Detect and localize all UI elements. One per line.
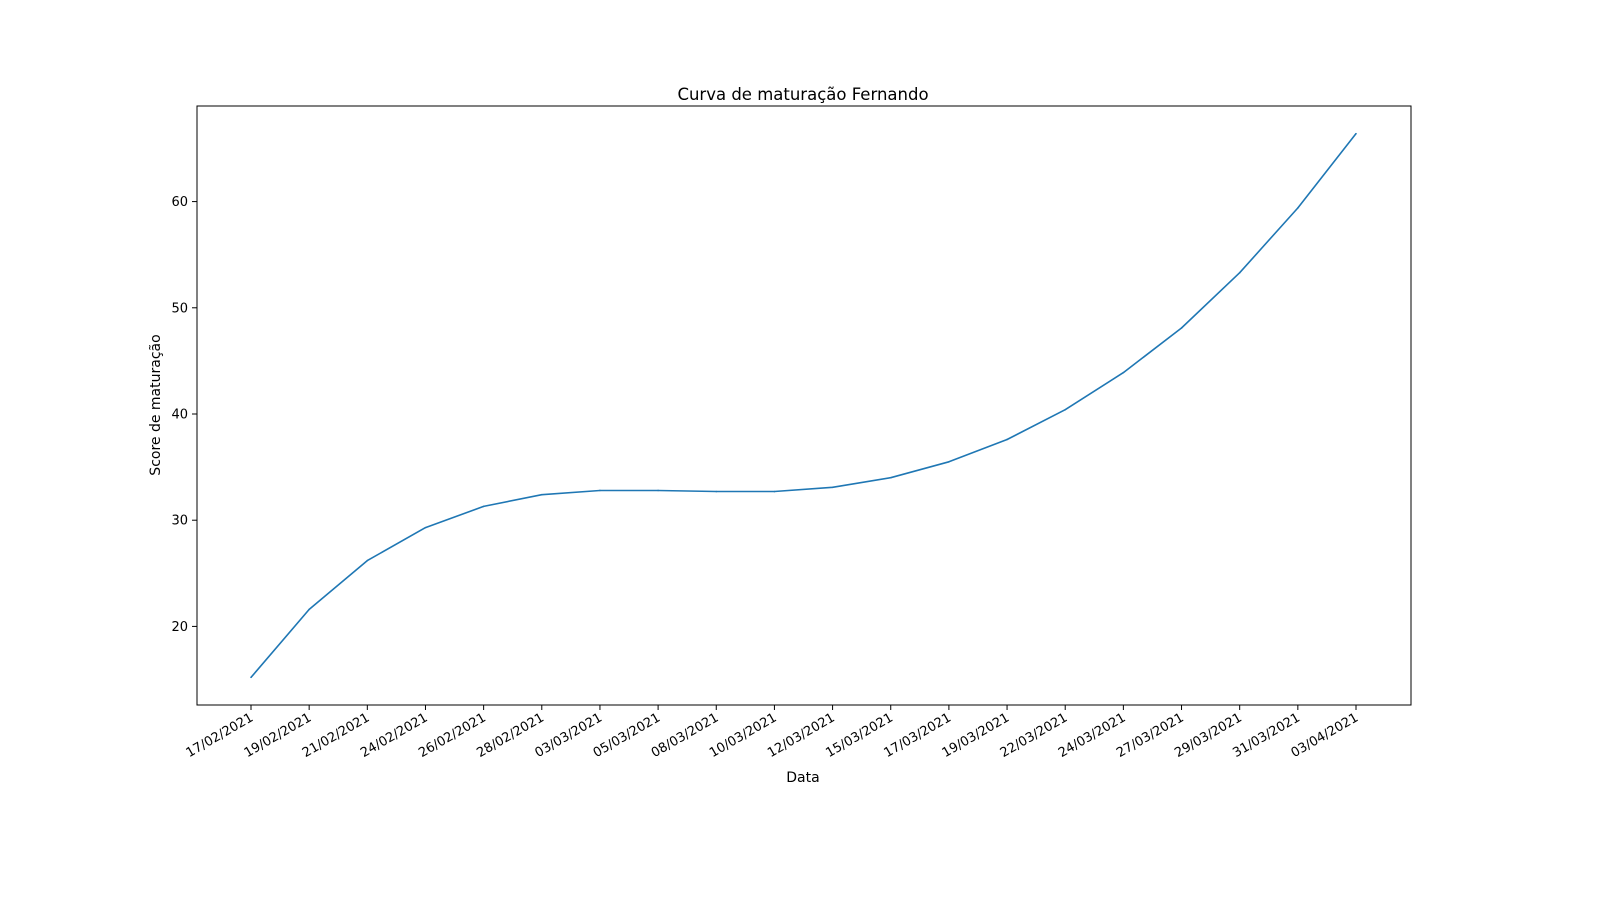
data-point (831, 486, 834, 489)
data-point (599, 489, 601, 492)
data-point (948, 460, 950, 463)
data-point (1006, 438, 1008, 441)
y-tick-label: 60 (171, 195, 188, 210)
plot-area (250, 132, 1357, 679)
data-point (1064, 408, 1067, 411)
data-point (250, 676, 252, 679)
plot-frame (196, 105, 1412, 706)
data-point (366, 559, 369, 562)
data-point (657, 489, 659, 492)
x-axis-label: Data (786, 770, 819, 786)
data-point (424, 526, 427, 529)
y-tick-label: 50 (171, 301, 188, 316)
y-axis-label: Score de maturação (148, 334, 164, 475)
y-tick-label: 40 (171, 407, 188, 422)
data-point (1238, 271, 1241, 274)
data-point (773, 490, 776, 493)
data-point (1297, 207, 1299, 209)
y-axis: 20 30 40 50 60 (171, 195, 197, 635)
data-point (1355, 132, 1357, 135)
chart-title: Curva de maturação Fernando (677, 85, 928, 104)
x-axis: 17/02/202119/02/202121/02/202124/02/2021… (184, 705, 1361, 761)
series-line (250, 133, 1357, 678)
data-point (715, 490, 718, 493)
data-point (482, 505, 485, 508)
data-point (1122, 371, 1125, 374)
data-point (1180, 327, 1183, 329)
y-tick-label: 30 (171, 514, 188, 529)
data-point (889, 476, 892, 479)
data-point (308, 608, 310, 611)
data-point (540, 493, 543, 496)
y-tick-label: 20 (171, 620, 188, 635)
